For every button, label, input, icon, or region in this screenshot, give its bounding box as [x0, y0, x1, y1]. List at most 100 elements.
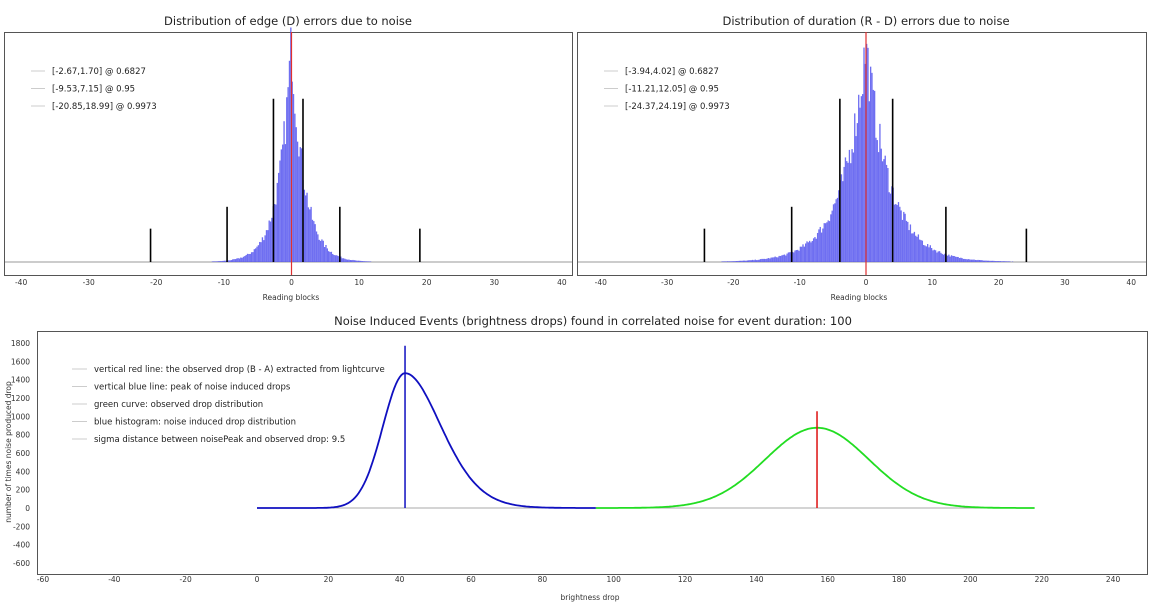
histogram-bin — [830, 214, 832, 262]
x-tick-label: 40 — [1126, 278, 1136, 287]
plot-frame — [577, 32, 1147, 276]
histogram-bin — [823, 223, 825, 262]
histogram-bin — [842, 181, 844, 262]
histogram-bin — [773, 257, 775, 262]
chart-title: Distribution of edge (D) errors due to n… — [164, 14, 412, 28]
histogram-bin — [981, 260, 983, 262]
histogram-bin — [253, 249, 255, 262]
histogram-bin — [730, 261, 733, 262]
histogram-bin — [260, 242, 262, 262]
histogram-bin — [255, 248, 257, 262]
histogram-bin — [271, 217, 273, 262]
histogram-bin — [211, 261, 214, 262]
histogram-bin — [745, 260, 747, 262]
histogram-bin — [928, 247, 930, 262]
histogram-bin — [991, 260, 994, 262]
histogram-bin — [978, 259, 981, 262]
histogram-bin — [916, 236, 918, 262]
histogram-bin — [801, 246, 803, 262]
x-tick-label: 0 — [289, 278, 294, 287]
histogram-bin — [290, 27, 292, 262]
histogram-bin — [275, 204, 277, 262]
histogram-bin — [300, 148, 303, 262]
histogram-bin — [972, 259, 974, 262]
histogram-bin — [855, 136, 857, 262]
histogram-bin — [726, 261, 729, 262]
histogram-bin — [909, 224, 912, 262]
histogram-bin — [806, 241, 808, 262]
histogram-bin — [367, 261, 369, 262]
x-tick-label: 40 — [557, 278, 567, 287]
histogram-bin — [766, 258, 768, 262]
histogram-bin — [318, 239, 320, 262]
histogram-bin — [311, 219, 314, 262]
y-tick-label: 400 — [16, 467, 31, 476]
histogram-bin — [770, 257, 772, 262]
histogram-bin — [263, 240, 265, 262]
histogram-bin — [737, 260, 739, 262]
legend-entry: [-2.67,1.70] @ 0.6827 — [52, 67, 146, 77]
histogram-bin — [799, 246, 802, 262]
histogram-bin — [888, 192, 890, 262]
histogram-bin — [753, 260, 755, 262]
histogram-bin — [985, 260, 987, 262]
histogram-bin — [895, 204, 897, 262]
histogram-bin — [893, 204, 896, 262]
histogram-bin — [815, 238, 817, 262]
histogram-bin — [747, 260, 750, 262]
histogram-bin — [219, 261, 222, 262]
histogram-bin — [256, 246, 258, 262]
histogram-bin — [819, 226, 821, 262]
histogram-bin — [954, 256, 957, 262]
histogram-bin — [350, 260, 353, 262]
histogram-bin — [732, 261, 734, 262]
legend-entry: vertical blue line: peak of noise induce… — [94, 383, 291, 393]
histogram-bin — [831, 210, 833, 262]
histogram-bin — [305, 195, 307, 262]
histogram-bin — [875, 137, 877, 262]
y-tick-label: 1200 — [11, 394, 30, 403]
histogram-bin — [273, 204, 276, 262]
histogram-bin — [840, 174, 843, 262]
histogram-bin — [941, 253, 943, 262]
histogram-bin — [288, 60, 291, 262]
histogram-bin — [936, 252, 938, 262]
histogram-bin — [364, 261, 366, 262]
histogram-bin — [869, 66, 872, 263]
histogram-bin — [785, 255, 787, 262]
histogram-bin — [933, 249, 935, 262]
histogram-bin — [754, 259, 756, 262]
histogram-bin — [903, 211, 905, 262]
observed-drop-curve — [595, 426, 1035, 509]
histogram-bin — [781, 255, 783, 262]
histogram-bin — [834, 203, 836, 262]
histogram-bin — [976, 260, 978, 262]
histogram-bin — [859, 107, 861, 262]
histogram-bin — [950, 255, 953, 262]
histogram-bin — [856, 123, 859, 262]
histogram-bin — [917, 234, 920, 262]
legend-entry: [-3.94,4.02] @ 0.6827 — [625, 67, 719, 77]
histogram-bin — [789, 252, 791, 262]
histogram-bin — [240, 257, 242, 262]
histogram-bin — [956, 256, 958, 262]
histogram-bin — [873, 90, 876, 262]
x-tick-label: -60 — [37, 575, 49, 584]
plot-frame — [4, 32, 573, 276]
histogram-bin — [1001, 261, 1003, 262]
histogram-bin — [986, 260, 988, 262]
x-tick-label: 40 — [395, 575, 405, 584]
histogram-bin — [319, 240, 322, 262]
y-axis-label: number of times noise produced drop — [4, 381, 13, 523]
histogram-bin — [736, 261, 738, 262]
histogram-bin — [777, 257, 779, 262]
histogram-bin — [899, 206, 901, 262]
x-axis-label: Reading blocks — [831, 293, 888, 302]
x-tick-label: 20 — [422, 278, 432, 287]
histogram-bin — [883, 159, 885, 262]
histogram-bin — [929, 245, 931, 262]
histogram-bin — [751, 259, 754, 262]
legend-entry: [-20.85,18.99] @ 0.9973 — [52, 102, 157, 112]
histogram-bin — [282, 144, 284, 262]
histogram-bin — [808, 240, 811, 262]
